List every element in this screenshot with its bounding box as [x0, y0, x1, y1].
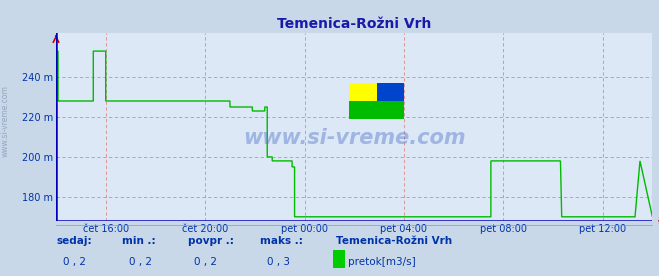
Bar — [349, 83, 376, 101]
Text: 0 , 3: 0 , 3 — [267, 257, 290, 267]
Text: 0 , 2: 0 , 2 — [63, 257, 86, 267]
Title: Temenica-Rožni Vrh: Temenica-Rožni Vrh — [277, 17, 432, 31]
Text: www.si-vreme.com: www.si-vreme.com — [243, 128, 465, 148]
Text: povpr .:: povpr .: — [188, 236, 234, 246]
Text: 0 , 2: 0 , 2 — [194, 257, 217, 267]
Bar — [349, 101, 404, 119]
Text: 0 , 2: 0 , 2 — [129, 257, 152, 267]
Text: maks .:: maks .: — [260, 236, 303, 246]
Text: www.si-vreme.com: www.si-vreme.com — [1, 86, 10, 157]
Text: min .:: min .: — [122, 236, 156, 246]
Text: sedaj:: sedaj: — [56, 236, 92, 246]
Bar — [376, 83, 404, 101]
Text: pretok[m3/s]: pretok[m3/s] — [348, 257, 416, 267]
Text: Temenica-Rožni Vrh: Temenica-Rožni Vrh — [336, 236, 452, 246]
